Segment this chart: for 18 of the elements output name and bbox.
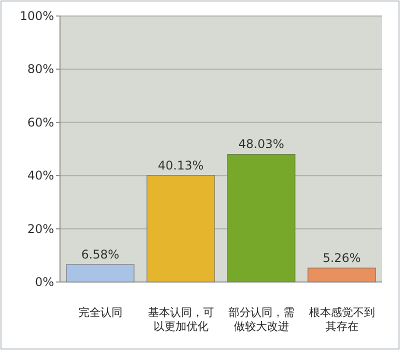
bar <box>146 175 215 282</box>
y-tick-label: 0% <box>34 275 54 289</box>
data-label: 5.26% <box>322 251 361 266</box>
y-tick-label: 40% <box>27 168 54 183</box>
x-tick-label: 完全认同 <box>78 306 122 319</box>
data-label: 40.13% <box>158 158 204 172</box>
bar <box>308 268 376 282</box>
data-label: 48.03% <box>238 137 284 152</box>
x-tick-label: 根本感觉不到其存在 <box>308 306 375 333</box>
x-tick-label: 基本认同，可以更加优化 <box>148 306 214 333</box>
x-tick-label: 部分认同，需做较大改进 <box>228 306 294 333</box>
y-tick-label: 80% <box>27 62 54 76</box>
bar <box>227 154 296 282</box>
y-tick-label: 60% <box>27 115 54 130</box>
y-tick-label: 20% <box>27 222 54 236</box>
data-label: 6.58% <box>81 247 120 262</box>
bar <box>66 264 134 282</box>
y-tick-label: 100% <box>20 9 54 23</box>
